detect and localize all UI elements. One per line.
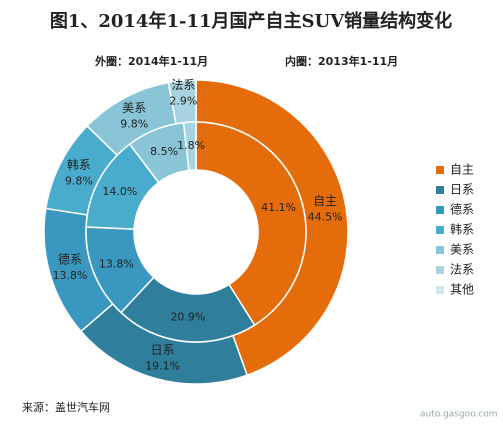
segment-value-label: 9.8%: [120, 117, 148, 130]
segment-value-label: 19.1%: [145, 360, 180, 373]
segment-value-label: 1.8%: [177, 139, 205, 152]
legend-swatch: [436, 266, 444, 274]
segment-category-label: 德系: [58, 251, 82, 266]
watermark: auto.gasgoo.com: [420, 410, 498, 420]
legend-label: 德系: [450, 202, 474, 217]
segment-value-label: 41.1%: [261, 201, 296, 214]
segment-category-label: 法系: [171, 78, 195, 92]
segment-category-label: 韩系: [67, 157, 91, 172]
ring-segment: [195, 121, 307, 327]
legend-label: 自主: [450, 163, 474, 177]
legend-label: 其他: [450, 283, 474, 297]
chart-title: 图1、2014年1-11月国产自主SUV销量结构变化: [50, 10, 452, 32]
legend-swatch: [436, 246, 444, 254]
legend-swatch: [436, 186, 444, 194]
ring-segment: [182, 121, 197, 172]
inner-ring-caption: 内圈：2013年1-11月: [285, 54, 398, 68]
legend-label: 日系: [450, 183, 474, 197]
segment-value-label: 2.9%: [169, 95, 197, 108]
segment-value-label: 8.5%: [150, 145, 178, 158]
segment-value-label: 14.0%: [102, 185, 137, 198]
segment-category-label: 自主: [313, 194, 337, 208]
segment-value-label: 13.8%: [53, 269, 88, 282]
segment-value-label: 44.5%: [308, 211, 343, 224]
legend-swatch: [436, 166, 444, 174]
legend-label: 法系: [450, 263, 474, 277]
segment-value-label: 9.8%: [65, 174, 93, 187]
legend-swatch: [436, 286, 444, 294]
source: 来源：盖世汽车网: [22, 400, 110, 414]
segment-value-label: 20.9%: [170, 311, 205, 324]
segment-value-label: 13.8%: [99, 258, 134, 271]
outer-ring-caption: 外圈：2014年1-11月: [94, 54, 208, 68]
legend-swatch: [436, 226, 444, 234]
segment-category-label: 美系: [122, 101, 146, 115]
legend-label: 美系: [450, 243, 474, 257]
segment-category-label: 日系: [151, 343, 175, 357]
legend-label: 韩系: [450, 222, 474, 237]
legend-swatch: [436, 206, 444, 214]
